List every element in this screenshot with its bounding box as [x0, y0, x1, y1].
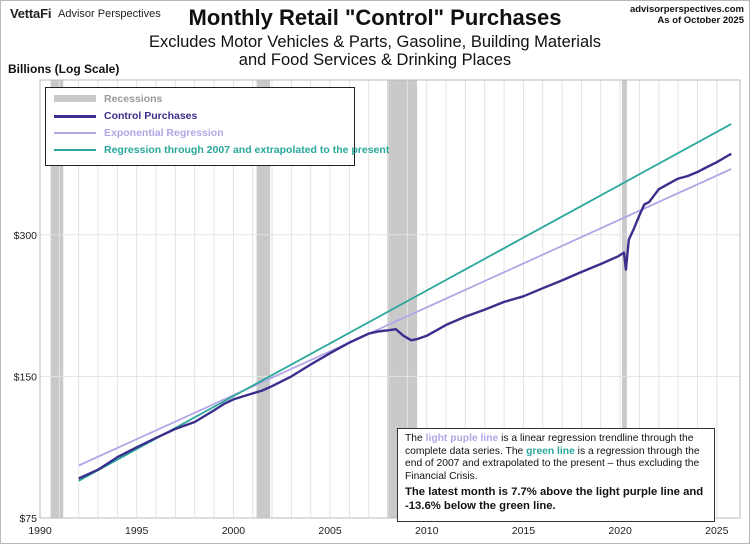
plot-area-border	[39, 79, 741, 519]
x-tick-label: 2020	[608, 525, 632, 537]
legend-label-recessions: Recessions	[104, 93, 163, 105]
x-tick-label: 2025	[705, 525, 729, 537]
series-line-exponential-regression	[78, 168, 732, 467]
annotation-text-a: The	[405, 433, 426, 444]
recession-band	[50, 80, 64, 518]
series-line-regression-through-2007	[78, 123, 732, 482]
annotation-purple-highlight: light puple line	[425, 433, 499, 444]
chart-title: Monthly Retail "Control" Purchases	[188, 5, 562, 30]
x-axis-ticks: 1990 1995 2000 2005 2010 2015 2020 2025	[28, 525, 728, 537]
chart-subtitle-line-1: Excludes Motor Vehicles & Parts, Gasolin…	[148, 33, 602, 51]
y-axis-ticks: $75 $150 $300	[14, 230, 38, 525]
source-site: advisorperspectives.com	[629, 4, 744, 15]
x-tick-label: 2005	[318, 525, 342, 537]
annotation-text-b: is a linear regression trendline through…	[405, 433, 694, 457]
annotation-summary: The latest month is 7.7% above the light…	[405, 486, 704, 512]
annotation-green-highlight: green line	[526, 445, 575, 457]
x-tick-label: 2000	[222, 525, 246, 537]
brand-logo: VettaFi	[10, 6, 52, 21]
annotation-paragraph: The light puple line is a linear regress…	[405, 433, 707, 483]
y-tick-label: $150	[14, 371, 38, 383]
x-tick-label: 2010	[415, 525, 439, 537]
source-date: As of October 2025	[657, 15, 744, 26]
series-line-control-purchases	[78, 152, 732, 480]
brand-subtitle: Advisor Perspectives	[58, 8, 161, 20]
legend-label-control: Control Purchases	[104, 110, 198, 122]
legend-swatch-green-regression	[54, 149, 96, 151]
series-lines	[78, 123, 732, 482]
legend-label-exp-regression: Exponential Regression	[104, 127, 224, 139]
chart-subtitle-line-2: and Food Services & Drinking Places	[238, 51, 512, 69]
source-credit: advisorperspectives.com As of October 20…	[630, 4, 744, 26]
legend-swatch-recessions	[54, 95, 96, 102]
legend-label-green-regression: Regression through 2007 and extrapolated…	[104, 144, 390, 156]
y-tick-label: $300	[14, 230, 38, 242]
recession-band	[256, 80, 271, 518]
x-tick-label: 2015	[512, 525, 536, 537]
annotation-box: The light puple line is a linear regress…	[397, 428, 715, 522]
legend-swatch-exp-regression	[54, 132, 96, 134]
recession-band	[622, 80, 627, 518]
x-tick-label: 1990	[28, 525, 52, 537]
y-tick-label: $75	[19, 513, 37, 525]
annotation-text-c: is a regression through the end of 2007 …	[405, 445, 700, 482]
legend-swatch-control	[54, 115, 96, 118]
legend: Recessions Control Purchases Exponential…	[45, 87, 389, 166]
y-axis-label: Billions (Log Scale)	[8, 62, 120, 76]
x-tick-label: 1995	[125, 525, 149, 537]
